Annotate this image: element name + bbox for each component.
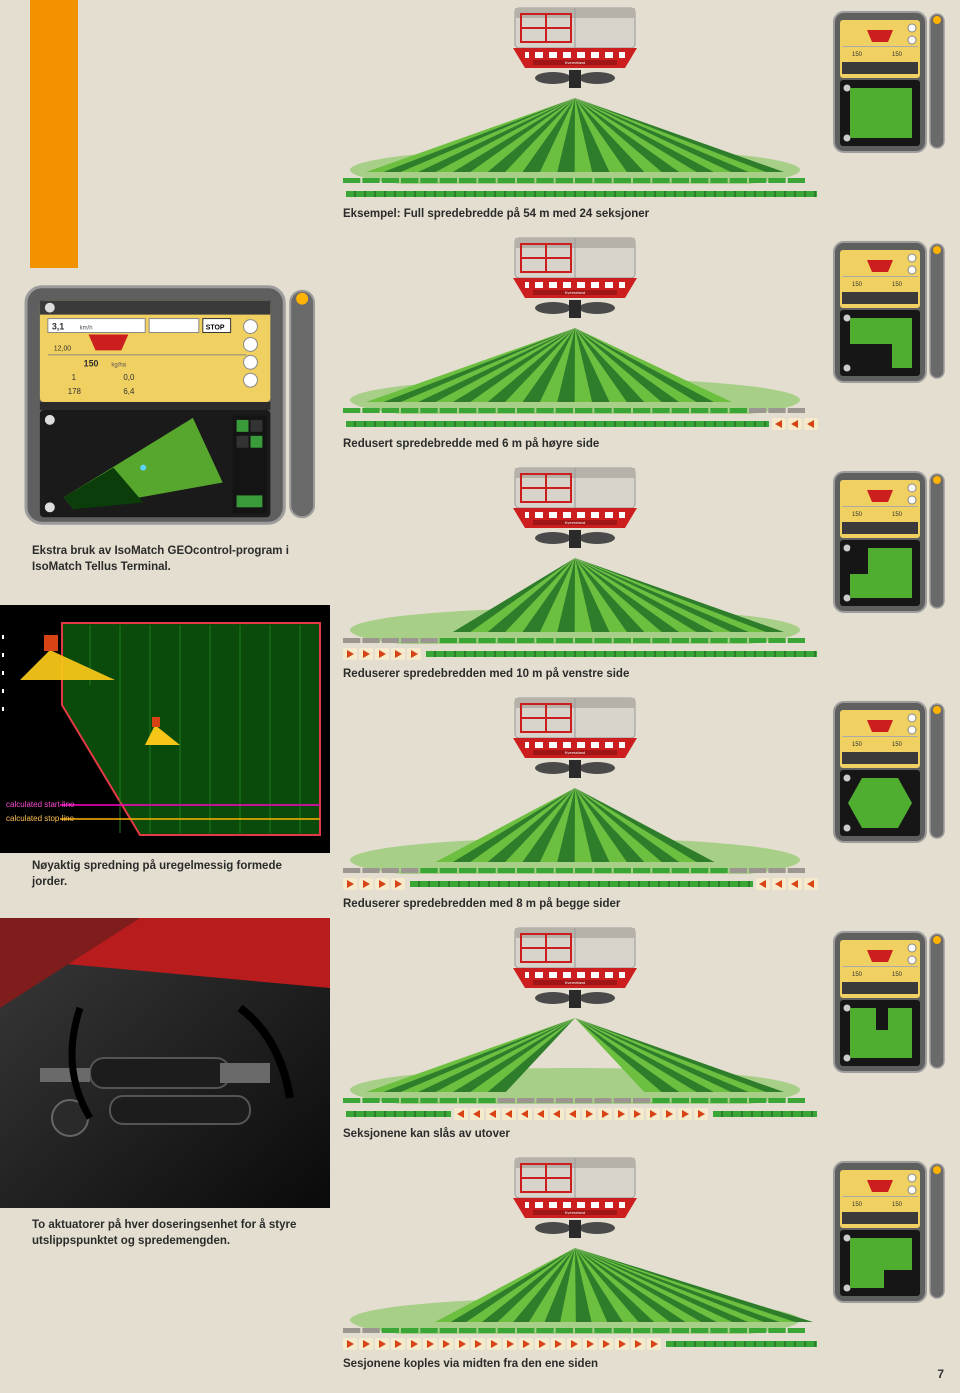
caption-sim: Nøyaktig spredning på uregelmessig forme…	[0, 853, 330, 890]
caption-actuator: To aktuatorer på hver doseringsenhet for…	[0, 1208, 330, 1249]
spreader-icon	[495, 460, 655, 560]
spread-example-row: Reduserer spredebredden med 8 m på begge…	[335, 690, 960, 910]
mini-terminal-icon	[832, 238, 952, 388]
section-arrow-row	[343, 1338, 820, 1350]
svg-text:12,00: 12,00	[54, 345, 72, 352]
spreader-icon	[495, 0, 655, 100]
row-caption: Sesjonene koples via midten fra den ene …	[343, 1358, 820, 1370]
svg-text:1: 1	[72, 373, 77, 382]
spread-example-row: Eksempel: Full spredebredde på 54 m med …	[335, 0, 960, 220]
svg-text:kg/ha: kg/ha	[111, 362, 126, 368]
row-caption: Seksjonene kan slås av utover	[343, 1128, 820, 1140]
calc-start-label: calculated start line	[6, 800, 75, 809]
caption-terminal: Ekstra bruk av IsoMatch GEOcontrol-progr…	[0, 538, 330, 575]
svg-text:0,0: 0,0	[123, 373, 135, 382]
svg-text:178: 178	[68, 387, 82, 396]
calc-stop-label: calculated stop line	[6, 814, 75, 823]
row-caption: Redusert spredebredde med 6 m på høyre s…	[343, 438, 820, 450]
row-caption: Reduserer spredebredden med 10 m på vens…	[343, 668, 820, 680]
left-column: 3,1 km/h STOP 12,00 150 kg/ha 1 0,0 178 …	[0, 278, 330, 1249]
svg-text:150: 150	[84, 358, 99, 368]
row-caption: Eksempel: Full spredebredde på 54 m med …	[343, 208, 820, 220]
svg-text:6,4: 6,4	[123, 387, 135, 396]
svg-text:STOP: STOP	[206, 325, 225, 332]
svg-text:km/h: km/h	[80, 326, 93, 332]
spreader-icon	[495, 230, 655, 330]
svg-text:3,1: 3,1	[52, 322, 64, 332]
spread-example-row: Redusert spredebredde med 6 m på høyre s…	[335, 230, 960, 450]
section-arrow-row	[343, 648, 820, 660]
spread-example-row: Reduserer spredebredden med 10 m på vens…	[335, 460, 960, 680]
section-arrow-row	[343, 1108, 820, 1120]
section-arrow-row	[343, 878, 820, 890]
mini-terminal-icon	[832, 928, 952, 1078]
spread-example-row: Seksjonene kan slås av utover	[335, 920, 960, 1140]
mini-terminal-icon	[832, 468, 952, 618]
geocontrol-simulation-image: calculated start line calculated stop li…	[0, 605, 330, 853]
right-column: Eksempel: Full spredebredde på 54 m med …	[335, 0, 960, 1380]
mini-terminal-icon	[832, 1158, 952, 1308]
tellus-terminal-image: 3,1 km/h STOP 12,00 150 kg/ha 1 0,0 178 …	[24, 278, 322, 533]
orange-stripe	[30, 0, 78, 268]
mini-terminal-icon	[832, 698, 952, 848]
spreader-icon	[495, 920, 655, 1020]
page-number: 7	[937, 1367, 944, 1381]
spreader-icon	[495, 1150, 655, 1250]
actuator-photo	[0, 918, 330, 1208]
row-caption: Reduserer spredebredden med 8 m på begge…	[343, 898, 820, 910]
mini-terminal-icon	[832, 8, 952, 158]
section-arrow-row	[343, 418, 820, 430]
spreader-icon	[495, 690, 655, 790]
section-arrow-row	[343, 188, 820, 200]
spread-example-row: Sesjonene koples via midten fra den ene …	[335, 1150, 960, 1370]
